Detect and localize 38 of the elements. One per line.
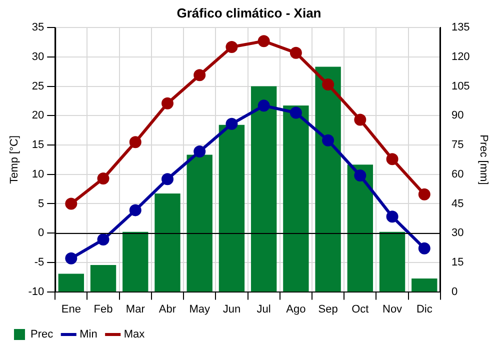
y2-tick-label: 120 [451,50,470,63]
y-tick-label: -5 [34,256,44,268]
x-tick-label: Dic [416,303,433,316]
x-tick-label: Jul [256,303,271,316]
y-tick-label: 0 [38,227,44,240]
y2-tick-label: 0 [451,286,458,298]
y2-tick-label: 90 [451,110,464,122]
y-axis-title: Temp [°C] [8,135,21,184]
y-tick-label: 15 [32,139,44,152]
y-tick-label: 10 [32,168,44,180]
y2-axis-title: Prec [mm] [477,134,490,185]
y-tick-label: 20 [32,110,44,122]
y2-tick-label: 135 [451,22,470,34]
x-tick-label: Nov [382,303,403,316]
x-tick-label: Mar [126,303,146,316]
legend-label: Prec [30,328,54,341]
chart-title: Gráfico climático - Xian [176,5,322,20]
y-tick-label: 5 [38,198,44,210]
x-tick-label: Jun [222,303,241,316]
y2-tick-label: 30 [451,227,464,240]
y2-tick-label: 60 [451,168,464,180]
x-tick-label: May [189,303,210,316]
y-tick-label: 25 [32,80,44,92]
y2-tick-label: 105 [451,80,470,92]
x-tick-label: Ago [286,303,306,316]
legend-label: Min [80,328,98,341]
y-tick-label: 30 [32,50,44,63]
y2-tick-label: 45 [451,198,464,210]
y-tick-label: 35 [32,22,44,34]
y2-tick-label: 75 [451,139,464,152]
legend-label: Max [124,328,146,341]
x-tick-label: Sep [318,303,338,316]
y2-tick-label: 15 [451,256,464,268]
x-tick-label: Abr [158,303,176,316]
x-tick-label: Ene [61,303,81,316]
x-tick-label: Oct [352,303,369,316]
y-tick-label: -10 [28,286,44,298]
x-tick-label: Feb [94,303,113,316]
